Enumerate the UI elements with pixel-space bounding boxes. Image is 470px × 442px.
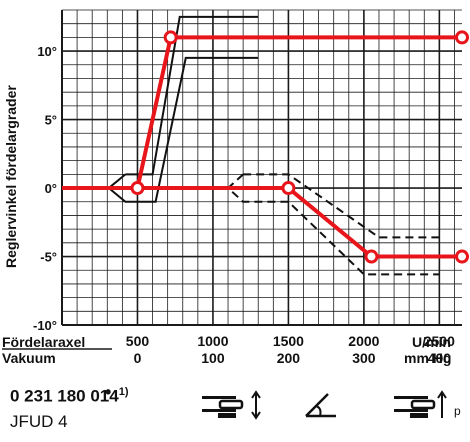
x-tick-label: 300 [352, 350, 376, 366]
series-point [455, 30, 469, 45]
dot-mark: • [105, 382, 112, 402]
x-axis-row2-unit: mm Hg [404, 350, 452, 366]
series-line [62, 186, 462, 259]
tolerance-bands [107, 15, 440, 276]
x-tick-label: 2500 [424, 333, 455, 349]
adjust-screw-icon [202, 390, 261, 420]
y-tick-label: 10° [37, 44, 57, 59]
y-tick-label: 0° [45, 181, 57, 196]
x-axis-row1-unit: U/min [412, 334, 451, 350]
x-axis-row1-name: Fördelaraxel [2, 334, 86, 350]
x-tick-label: 400 [428, 350, 452, 366]
x-tick-labels: 500 1000 1500 2000 2500 0 100 200 300 400 [126, 333, 455, 366]
x-tick-label: 500 [126, 333, 150, 349]
x-tick-label: 1500 [273, 333, 304, 349]
x-tick-label: 1000 [197, 333, 228, 349]
series-point [364, 249, 379, 264]
y-tick-label: 5° [45, 113, 57, 128]
series-point [163, 30, 178, 45]
pressure-label: p [454, 404, 461, 418]
part-number: 0 231 180 0141) [10, 386, 129, 406]
chart-axes [2, 10, 462, 350]
model-label: JFUD 4 [10, 412, 68, 431]
tolerance-band [107, 56, 259, 203]
tolerance-band [243, 173, 440, 239]
curve-markers [130, 30, 469, 264]
series-point [455, 249, 469, 264]
x-tick-label: 200 [277, 350, 301, 366]
series-point [130, 181, 145, 196]
y-tick-label: -10° [33, 318, 57, 333]
angle-icon [305, 393, 336, 418]
pressure-screw-icon [394, 390, 447, 418]
y-tick-label: -5° [40, 250, 57, 265]
x-tick-label: 0 [134, 350, 142, 366]
y-tick-labels: 10° 5° 0° -5° -10° [33, 44, 57, 333]
chart-grid [61, 9, 462, 326]
x-axis-row2-name: Vakuum [2, 350, 56, 366]
x-tick-label: 2000 [348, 333, 379, 349]
tolerance-band [226, 173, 440, 276]
series-point [281, 181, 296, 196]
x-tick-label: 100 [201, 350, 225, 366]
curve-series [62, 35, 462, 259]
y-axis-label: Reglervinkel fördelargrader [3, 85, 19, 268]
